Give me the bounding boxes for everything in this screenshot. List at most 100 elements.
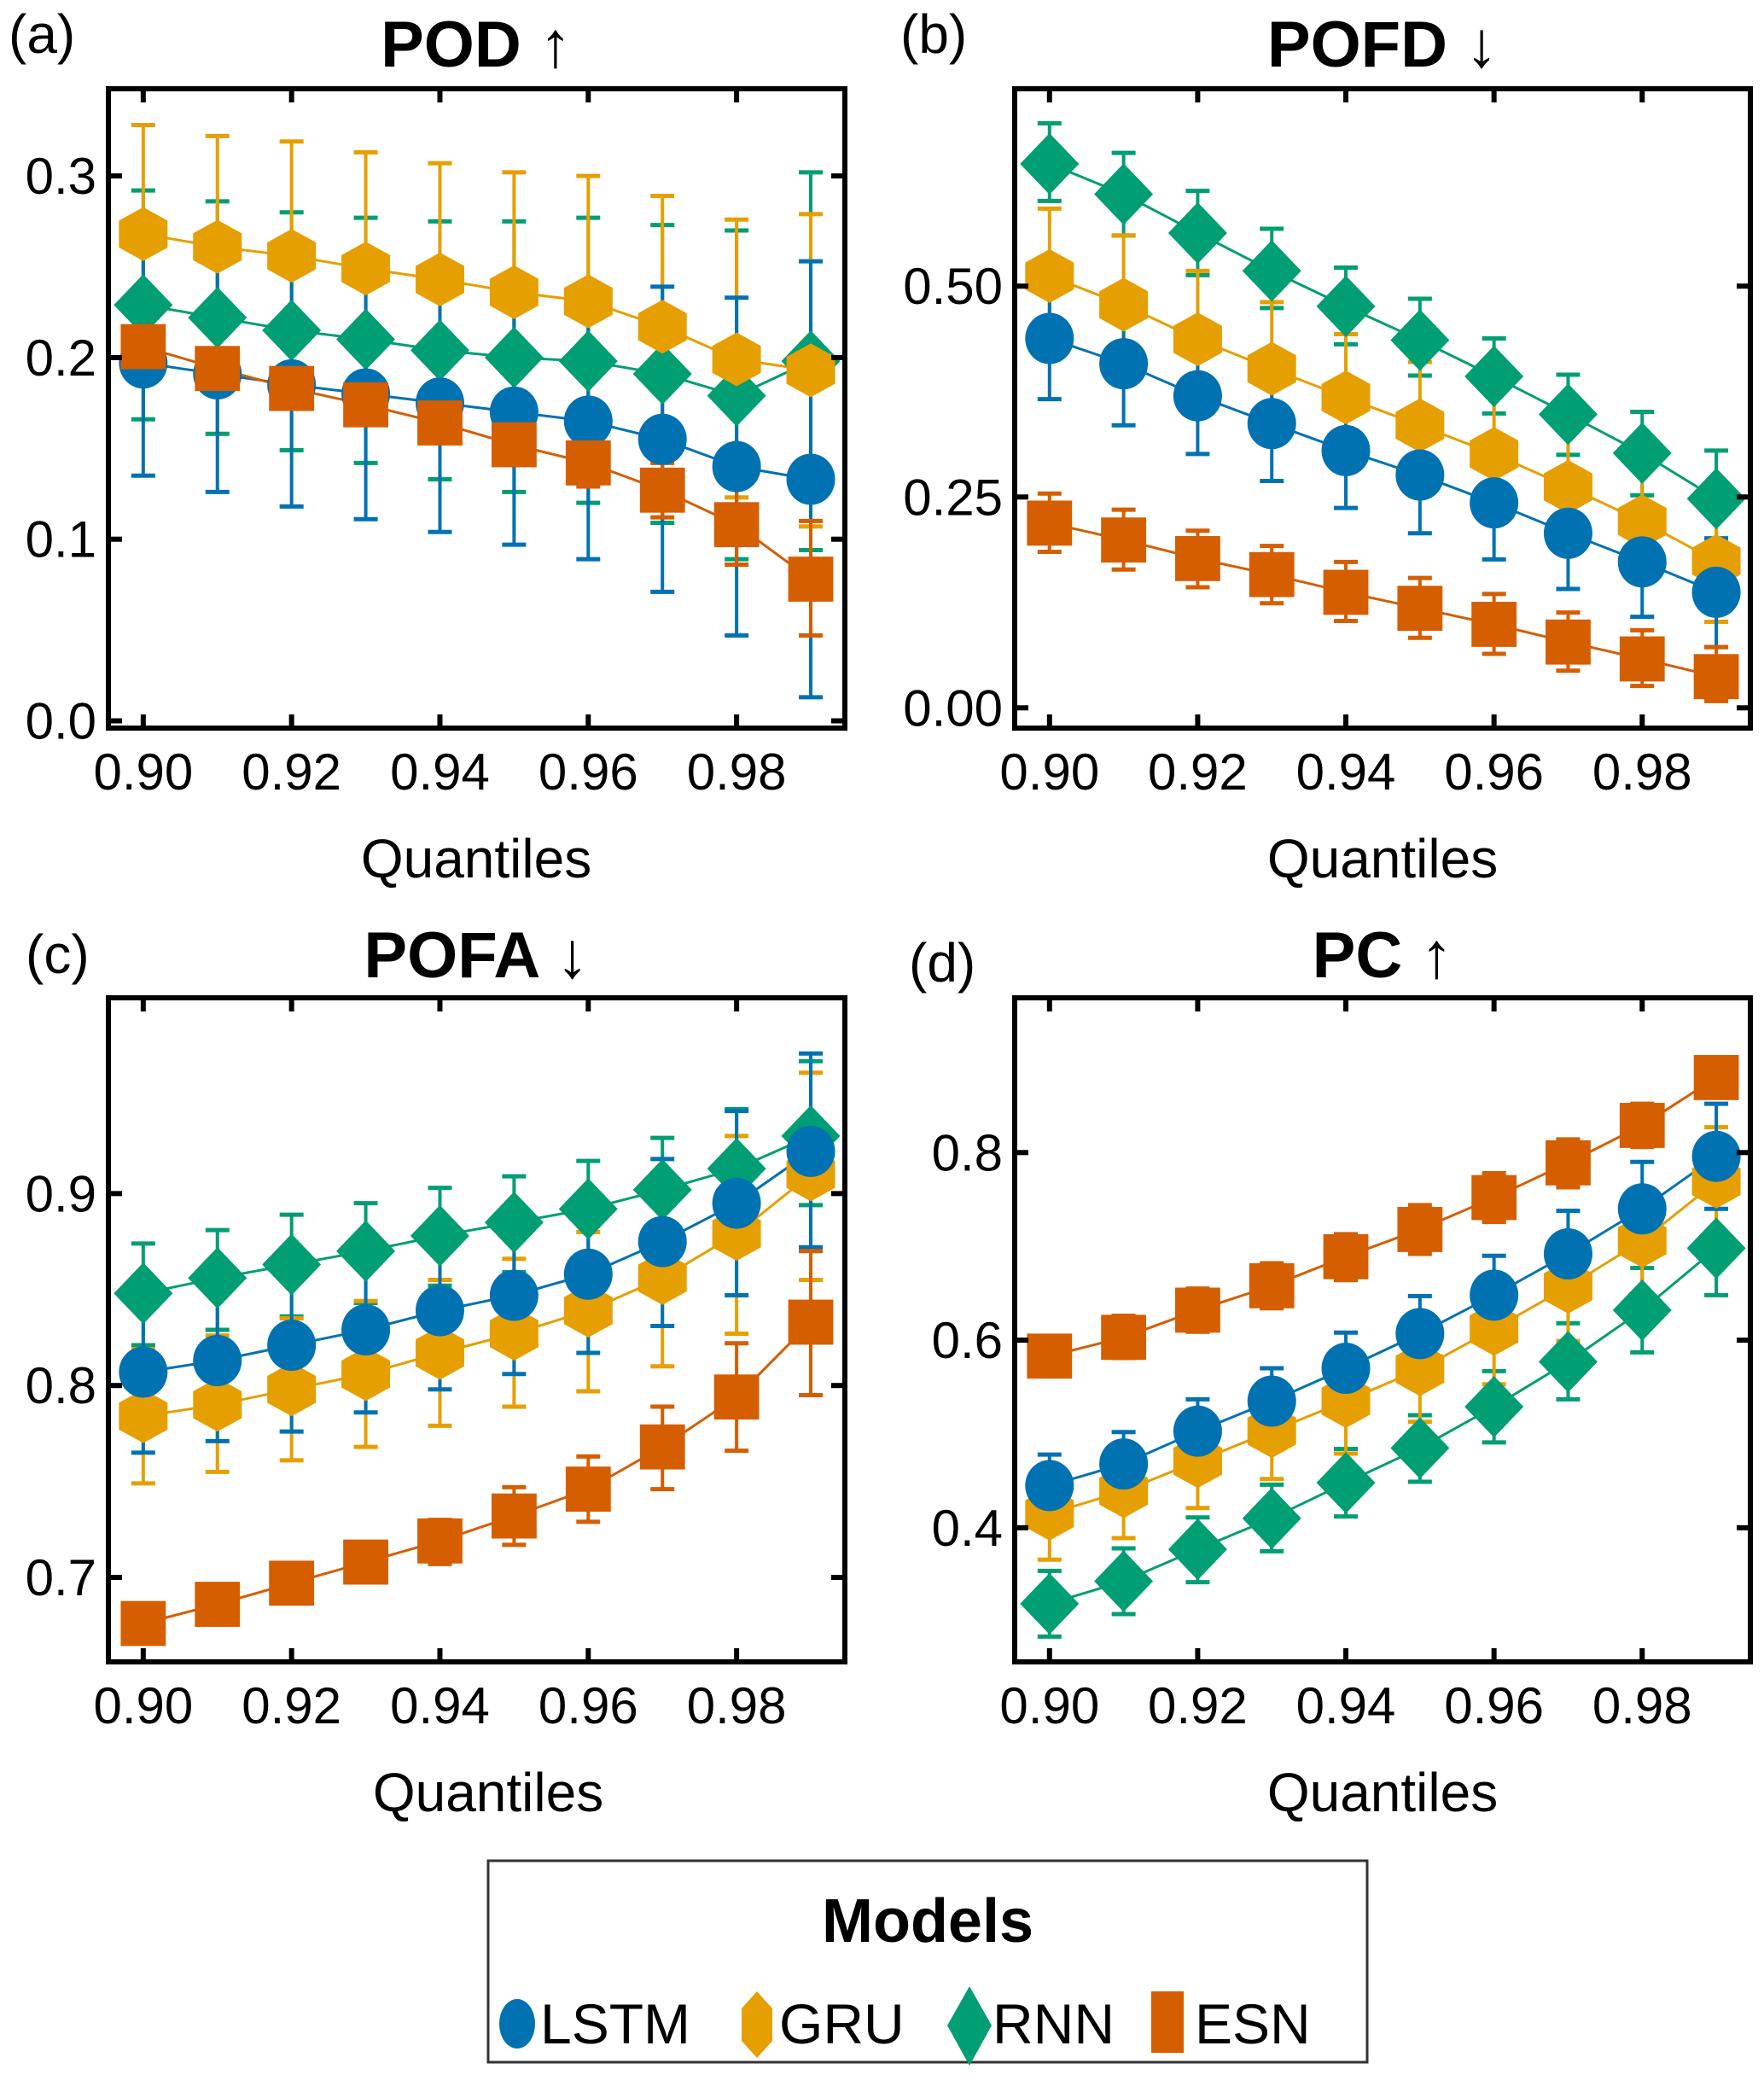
data-point-diamond: [336, 1220, 396, 1282]
data-point-square: [195, 346, 241, 392]
series-line-esn: [1049, 522, 1717, 679]
panel-c: (c) POFA ↓ Quantiles 0.90 0.92 0.94 0.96 0.9…: [26, 919, 847, 1823]
data-point-square: [1175, 535, 1220, 581]
legend-label: LSTM: [540, 1992, 690, 2055]
data-point-diamond: [188, 287, 247, 349]
data-point-diamond: [262, 1233, 322, 1296]
data-point-hexagon: [119, 1389, 168, 1443]
y-tick-label: 0.7: [26, 1549, 96, 1606]
data-point-square: [120, 1600, 166, 1647]
data-point-hexagon: [712, 332, 761, 387]
data-point-diamond: [1167, 1518, 1227, 1581]
panel-label: (d): [909, 932, 975, 994]
data-point-hexagon: [415, 1326, 464, 1380]
data-point-diamond: [336, 308, 396, 370]
y-tick-label: 0.4: [932, 1500, 1003, 1557]
data-point-square: [1323, 569, 1369, 615]
series-line-lstm: [1049, 337, 1717, 594]
x-tick-label: 0.98: [1592, 743, 1692, 801]
data-point-diamond: [1094, 163, 1154, 225]
data-point-square: [639, 1424, 685, 1470]
data-point-circle: [1543, 507, 1592, 559]
x-axis-label: Quantiles: [1267, 828, 1498, 889]
data-point-hexagon: [1321, 370, 1371, 425]
data-point-square: [343, 382, 388, 428]
data-point-hexagon: [489, 265, 539, 319]
data-point-square: [1471, 602, 1517, 647]
data-point-hexagon: [1470, 427, 1519, 481]
data-point-diamond: [1686, 468, 1746, 530]
y-tick-label: 0.00: [903, 679, 1003, 737]
data-point-hexagon: [489, 1306, 539, 1361]
legend-label: GRU: [779, 1992, 905, 2055]
x-tick-label: 0.96: [539, 743, 638, 801]
data-point-square: [120, 323, 166, 370]
axes-frame: [1012, 86, 1753, 731]
data-point-square: [1471, 1174, 1517, 1221]
data-point-circle: [193, 1334, 242, 1386]
y-tick-label: 0.8: [932, 1124, 1003, 1181]
x-tick-label: 0.98: [1592, 1677, 1692, 1734]
x-tick-label: 0.90: [999, 1677, 1099, 1734]
data-point-diamond: [1316, 1452, 1376, 1514]
series-line-gru: [143, 232, 812, 372]
panel-title: POFD ↓: [1267, 9, 1498, 81]
data-point-square: [1027, 500, 1073, 546]
series-line-gru: [143, 1173, 812, 1418]
series-markers: [114, 207, 841, 602]
data-point-circle: [1099, 1438, 1149, 1490]
x-tick-label: 0.90: [93, 1677, 193, 1734]
data-point-circle: [563, 395, 613, 447]
panel-title: POFA ↓: [364, 919, 588, 992]
x-tick-label: 0.92: [242, 743, 341, 801]
x-axis-label: Quantiles: [361, 828, 591, 889]
data-point-square: [565, 440, 611, 486]
series-line-lstm: [143, 361, 812, 481]
x-tick-label: 0.92: [1148, 1677, 1248, 1734]
data-point-circle: [1025, 312, 1074, 364]
y-tick-label: 0.50: [903, 258, 1003, 315]
data-point-circle: [563, 1248, 613, 1300]
y-tick-label: 0.2: [26, 329, 96, 387]
data-point-square: [1693, 654, 1739, 700]
data-point-diamond: [1538, 1331, 1598, 1393]
data-point-circle: [1617, 1183, 1667, 1235]
legend-item-esn: ESN: [1151, 1991, 1311, 2055]
data-point-hexagon: [1099, 277, 1149, 332]
data-point-diamond: [484, 1192, 544, 1254]
data-point-square: [713, 502, 760, 548]
axes-frame: [106, 86, 847, 731]
y-tick-label: 0.6: [932, 1312, 1003, 1369]
data-point-circle: [1247, 398, 1296, 450]
data-point-square: [788, 1299, 834, 1345]
panel-title: POD ↑: [381, 9, 572, 81]
data-point-square: [417, 400, 463, 446]
x-axis-label: Quantiles: [373, 1762, 603, 1823]
data-point-diamond: [1612, 422, 1672, 484]
y-tick-label: 0.9: [26, 1165, 96, 1222]
data-point-hexagon: [341, 1347, 391, 1402]
data-point-diamond: [1167, 201, 1227, 264]
plot-area: 0.90 0.92 0.94 0.96 0.98 0.4 0.6 0.8: [932, 995, 1753, 1734]
data-point-circle: [1470, 1269, 1519, 1321]
plot-area: 0.90 0.92 0.94 0.96 0.98 0.00 0.25 0.50: [903, 86, 1753, 801]
data-point-diamond: [1538, 383, 1598, 446]
data-point-circle: [1691, 566, 1741, 618]
data-point-square: [269, 365, 315, 411]
y-tick-label: 0.1: [26, 511, 96, 568]
axes-frame: [1012, 995, 1753, 1664]
data-point-square: [195, 1582, 241, 1627]
data-point-diamond: [262, 300, 322, 362]
x-tick-label: 0.94: [1296, 1677, 1396, 1734]
data-point-diamond: [1020, 132, 1080, 195]
data-point-circle: [1099, 338, 1149, 390]
data-point-diamond: [1020, 1572, 1080, 1635]
data-point-circle: [637, 413, 687, 465]
data-point-diamond: [1464, 1376, 1524, 1438]
data-point-diamond: [1464, 345, 1524, 407]
data-point-hexagon: [193, 219, 242, 274]
data-point-circle: [712, 1177, 761, 1229]
data-point-square: [1546, 619, 1591, 665]
x-tick-label: 0.96: [1444, 1677, 1544, 1734]
